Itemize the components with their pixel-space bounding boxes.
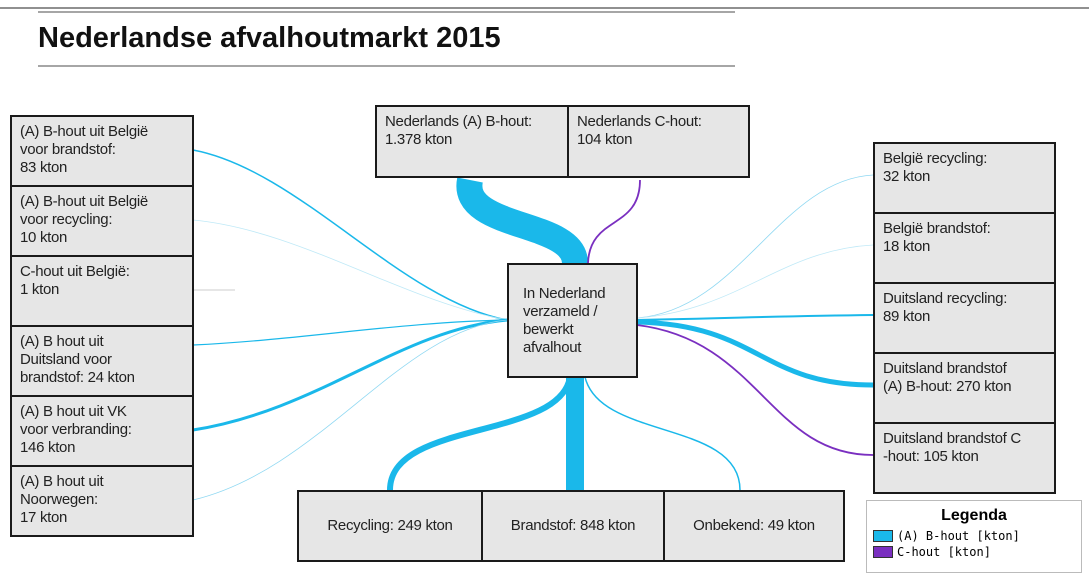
node-label: (A) B-hout uit België: [20, 193, 148, 210]
swatch: [873, 546, 893, 558]
swatch: [873, 530, 893, 542]
node: Duitsland recycling: 89 kton: [873, 282, 1056, 354]
node-label: C-hout uit België:: [20, 263, 130, 280]
node-label: brandstof: 24 kton: [20, 369, 135, 386]
node: Recycling: 249 kton: [297, 490, 483, 562]
node-label: 1 kton: [20, 281, 60, 298]
node-label: verzameld /: [523, 302, 598, 320]
node: Duitsland brandstof (A) B-hout: 270 kton: [873, 352, 1056, 424]
flow: [636, 174, 874, 319]
node-label: bewerkt: [523, 320, 574, 338]
flow: [192, 319, 508, 346]
node: Nederlands (A) B-hout: 1.378 kton: [375, 105, 569, 178]
node: Duitsland brandstof C -hout: 105 kton: [873, 422, 1056, 494]
node-label: Onbekend: 49 kton: [693, 517, 815, 534]
node-label: 104 kton: [577, 131, 633, 148]
flow: [636, 244, 874, 319]
node-label: voor recycling:: [20, 211, 113, 228]
node: Nederlands C-hout: 104 kton: [567, 105, 750, 178]
node-label: voor brandstof:: [20, 141, 116, 158]
node-label: 89 kton: [883, 308, 931, 325]
node: België brandstof: 18 kton: [873, 212, 1056, 284]
node: In Nederland verzameld / bewerkt afvalhout: [507, 263, 638, 378]
node-label: 17 kton: [20, 509, 68, 526]
node-label: 32 kton: [883, 168, 931, 185]
flow: [584, 376, 741, 491]
node: Onbekend: 49 kton: [663, 490, 845, 562]
legend-item: (A) B-hout [kton]: [873, 529, 1075, 543]
node-label: 1.378 kton: [385, 131, 453, 148]
node-label: Nederlands C-hout:: [577, 113, 702, 130]
node-label: (A) B-hout: 270 kton: [883, 378, 1012, 395]
node: C-hout uit België: 1 kton: [10, 255, 194, 327]
legend-label: C-hout [kton]: [897, 545, 991, 559]
flow: [636, 324, 874, 456]
node-label: -hout: 105 kton: [883, 448, 979, 465]
legend-title: Legenda: [941, 507, 1007, 524]
node: (A) B hout uit VK voor verbranding: 146 kt…: [10, 395, 194, 467]
node-label: Brandstof: 848 kton: [510, 517, 636, 534]
node-label: België recycling:: [883, 150, 988, 167]
node-label: (A) B-hout uit België: [20, 123, 148, 140]
node-label: Duitsland voor: [20, 351, 112, 368]
node-label: Duitsland brandstof C: [883, 430, 1021, 447]
b-hout-flows: [192, 149, 874, 501]
node-label: Duitsland recycling:: [883, 290, 1008, 307]
node-label: 18 kton: [883, 238, 931, 255]
flow: [636, 314, 874, 321]
node: Brandstof: 848 kton: [481, 490, 665, 562]
node-label: Nederlands (A) B-hout:: [385, 113, 532, 130]
node-label: (A) B hout uit: [20, 333, 104, 350]
node-label: Noorwegen:: [20, 491, 98, 508]
title: Nederlandse afvalhoutmarkt 2015: [38, 22, 501, 54]
node-label: (A) B hout uit VK: [20, 403, 127, 420]
flow: [387, 376, 573, 491]
flow: [587, 179, 641, 264]
node-label: 10 kton: [20, 229, 68, 246]
node-label: Duitsland brandstof: [883, 360, 1007, 377]
flow: [456, 177, 588, 266]
legend: Legenda (A) B-hout [kton] C-hout [kton]: [866, 500, 1082, 573]
legend-item: C-hout [kton]: [873, 545, 1075, 559]
node: België recycling: 32 kton: [873, 142, 1056, 214]
c-hout-flows: [587, 179, 874, 456]
flow: [192, 318, 508, 432]
flow: [192, 219, 508, 321]
node-label: 146 kton: [20, 439, 76, 456]
node: (A) B hout uit Noorwegen: 17 kton: [10, 465, 194, 537]
flow: [636, 319, 874, 388]
node-label: 83 kton: [20, 159, 68, 176]
node: (A) B hout uit Duitsland voor brandstof: 2…: [10, 325, 194, 397]
node-label: Recycling: 249 kton: [327, 517, 453, 534]
legend-label: (A) B-hout [kton]: [897, 529, 1020, 543]
node-label: (A) B hout uit: [20, 473, 104, 490]
flow: [192, 319, 508, 501]
node: (A) B-hout uit België voor recycling: 10 k…: [10, 185, 194, 257]
node-label: In Nederland: [523, 284, 606, 302]
node: (A) B-hout uit België voor brandstof: 83 k…: [10, 115, 194, 187]
flow: [192, 149, 508, 321]
node-label: België brandstof:: [883, 220, 991, 237]
node-label: voor verbranding:: [20, 421, 132, 438]
node-label: afvalhout: [523, 338, 582, 356]
